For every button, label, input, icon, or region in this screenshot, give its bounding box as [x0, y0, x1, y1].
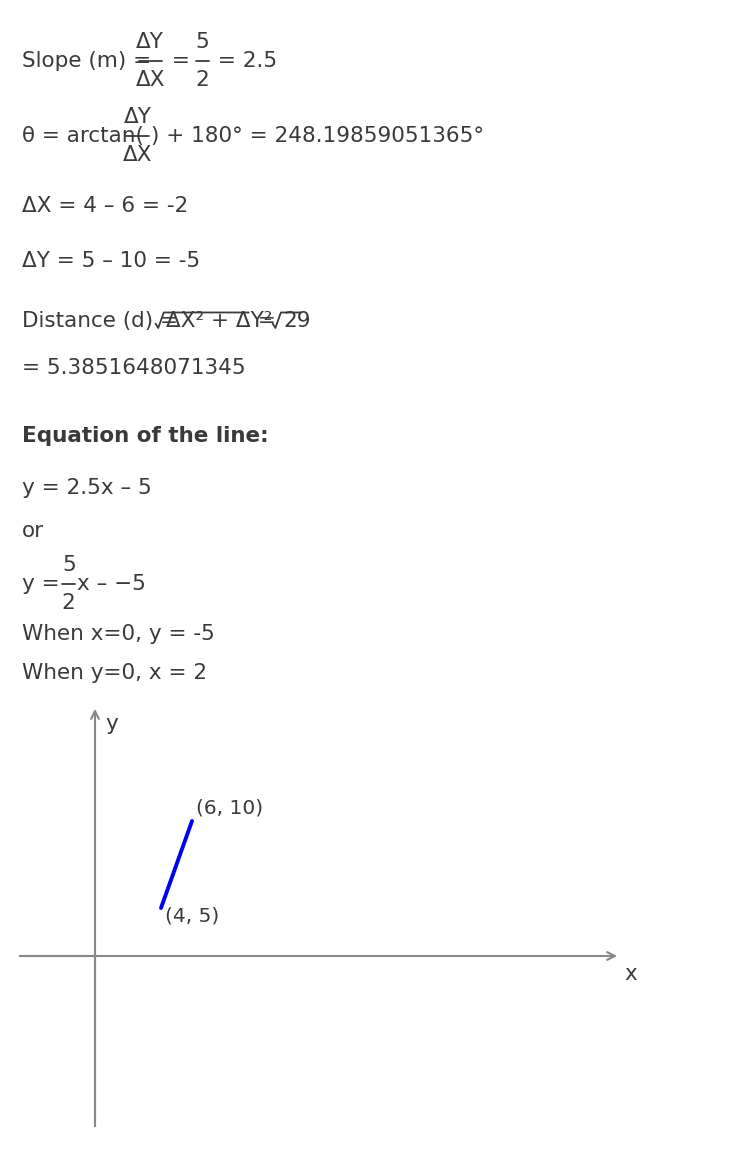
Text: Slope (m) =: Slope (m) = [22, 51, 158, 71]
Text: ) + 180° = 248.19859051365°: ) + 180° = 248.19859051365° [151, 126, 484, 146]
Text: y =: y = [22, 575, 67, 594]
Text: = 5.3851648071345: = 5.3851648071345 [22, 358, 246, 378]
Text: ΔX: ΔX [136, 71, 165, 90]
Text: =: = [164, 51, 196, 71]
Text: 2: 2 [62, 593, 76, 613]
Text: =: = [251, 311, 284, 331]
Text: When x=0, y = -5: When x=0, y = -5 [22, 624, 214, 644]
Text: ΔY: ΔY [124, 108, 152, 127]
Text: (4, 5): (4, 5) [165, 906, 219, 925]
Text: 5: 5 [196, 32, 209, 52]
Text: Equation of the line:: Equation of the line: [22, 427, 268, 446]
Text: When y=0, x = 2: When y=0, x = 2 [22, 664, 207, 683]
Text: y = 2.5x – 5: y = 2.5x – 5 [22, 477, 152, 498]
Text: ΔY = 5 – 10 = -5: ΔY = 5 – 10 = -5 [22, 251, 200, 271]
Text: θ = arctan(: θ = arctan( [22, 126, 144, 146]
Text: (6, 10): (6, 10) [196, 798, 263, 817]
Text: ΔY: ΔY [136, 32, 164, 52]
Text: 29: 29 [283, 311, 310, 331]
Text: ΔX = 4 – 6 = -2: ΔX = 4 – 6 = -2 [22, 197, 188, 216]
Text: or: or [22, 521, 44, 541]
Text: x – −5: x – −5 [77, 575, 146, 594]
Text: 5: 5 [62, 555, 76, 575]
Text: Distance (d) =: Distance (d) = [22, 311, 184, 331]
Text: ΔX: ΔX [123, 144, 152, 165]
Text: ΔX² + ΔY²: ΔX² + ΔY² [166, 311, 272, 331]
Text: y: y [105, 714, 118, 734]
Text: 2: 2 [196, 71, 209, 90]
Text: x: x [624, 964, 637, 984]
Text: = 2.5: = 2.5 [211, 51, 277, 71]
